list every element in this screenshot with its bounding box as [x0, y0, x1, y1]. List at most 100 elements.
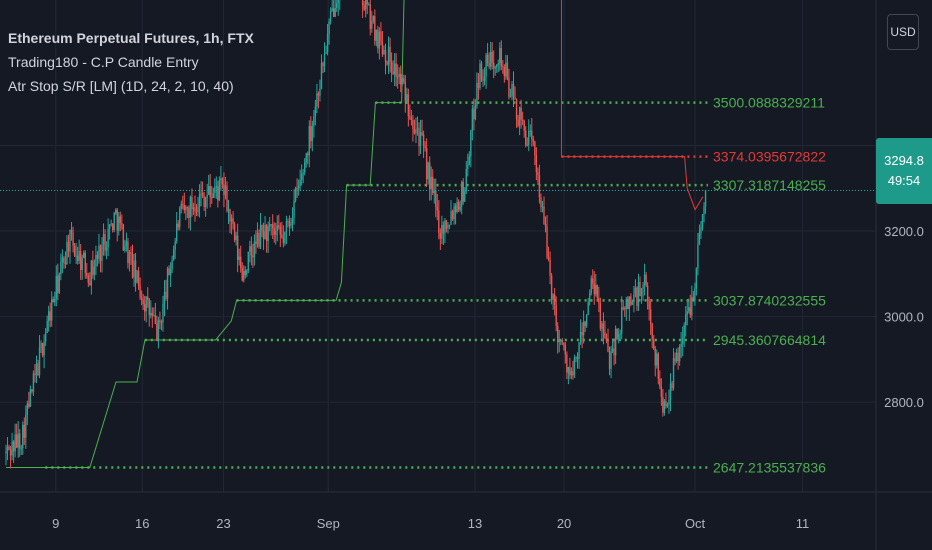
time-tick-label: 23 — [216, 516, 230, 531]
candle-body — [334, 7, 336, 17]
candle-body — [607, 340, 609, 352]
candle-body — [37, 363, 39, 376]
candle-body — [377, 29, 379, 49]
candle-body — [489, 51, 492, 67]
chart-legend: Ethereum Perpetual Futures, 1h, FTX Trad… — [8, 26, 254, 98]
candle-body — [98, 245, 100, 259]
candle-body — [165, 291, 167, 299]
candle-body — [211, 197, 213, 199]
candle-body — [704, 190, 707, 207]
candle-body — [457, 201, 460, 211]
candle-body — [261, 224, 263, 232]
candle-body — [521, 119, 524, 122]
candle-body — [441, 225, 443, 239]
candle-body — [407, 94, 410, 117]
candle-body — [364, 0, 367, 10]
candle-body — [386, 61, 388, 65]
candle-body — [528, 131, 530, 145]
candle-body — [337, 0, 339, 4]
candle-body — [537, 172, 539, 175]
candle-body — [502, 66, 504, 68]
candle-body — [96, 254, 99, 259]
candle-body — [578, 342, 580, 360]
candle-body — [31, 389, 33, 392]
candle-body — [12, 441, 15, 452]
time-tick-label: 13 — [468, 516, 482, 531]
candle-body — [488, 62, 490, 67]
candle-body — [58, 274, 61, 293]
candle-body — [425, 148, 428, 180]
candle-body — [288, 221, 291, 226]
candle-body — [150, 312, 152, 316]
candle-body — [253, 241, 256, 258]
candle-body — [621, 307, 623, 334]
candle-body — [459, 206, 461, 211]
candle-body — [307, 153, 309, 156]
candle-body — [84, 252, 86, 273]
candle-body — [645, 274, 647, 286]
candle-body — [226, 185, 228, 212]
candle-body — [29, 389, 32, 407]
candle-body — [672, 358, 675, 389]
candle-body — [220, 178, 222, 181]
candle-body — [602, 323, 605, 332]
candle-body — [637, 282, 640, 306]
candle-body — [381, 41, 384, 55]
candle-body — [432, 176, 434, 193]
legend-indicator-atr-stop[interactable]: Atr Stop S/R [LM] (1D, 24, 2, 10, 40) — [8, 78, 234, 94]
candle-body — [241, 268, 243, 281]
candle-body — [252, 255, 254, 258]
candle-body — [25, 414, 27, 438]
candle-body — [374, 15, 376, 41]
candle-body — [375, 29, 378, 41]
candle-body — [418, 128, 420, 147]
candle-body — [581, 331, 583, 336]
candle-body — [596, 285, 599, 299]
candle-body — [390, 62, 393, 72]
candle-body — [662, 396, 664, 413]
candle-body — [259, 224, 262, 247]
sr-level-label: 3037.8740232555 — [713, 292, 826, 308]
candle-body — [438, 210, 440, 233]
candle-body — [422, 134, 425, 146]
candle-body — [505, 62, 507, 77]
candle-body — [474, 105, 477, 120]
legend-indicator-candle-entry[interactable]: Trading180 - C.P Candle Entry — [8, 54, 199, 70]
candle-body — [380, 31, 382, 42]
candle-body — [646, 285, 649, 302]
time-axis[interactable]: 9 16 23 Sep 13 20 Oct 11 — [52, 516, 809, 531]
candle-body — [124, 246, 126, 251]
candle-body — [323, 53, 326, 67]
candle-body — [630, 296, 632, 305]
legend-title[interactable]: Ethereum Perpetual Futures, 1h, FTX — [8, 30, 254, 46]
candle-body — [532, 138, 535, 142]
candle-body — [69, 229, 71, 252]
candle-body — [566, 354, 568, 373]
candle-body — [110, 223, 112, 225]
candle-body — [214, 187, 216, 194]
candle-body — [35, 363, 38, 376]
candle-body — [83, 252, 85, 258]
time-tick-label: 11 — [796, 516, 810, 531]
candle-body — [41, 343, 44, 356]
candle-body — [573, 357, 576, 376]
candle-body — [189, 196, 192, 218]
candle-body — [23, 424, 25, 438]
current-price-tag: 3294.8 49:54 — [876, 138, 932, 204]
candle-body — [86, 272, 88, 276]
candle-body — [60, 262, 62, 275]
candle-body — [331, 8, 333, 11]
candle-body — [558, 340, 560, 343]
candle-body — [518, 107, 521, 126]
candle-body — [258, 232, 260, 247]
candle-body — [567, 367, 570, 373]
candle-body — [701, 214, 704, 228]
candle-body — [278, 225, 280, 228]
candle-body — [326, 34, 329, 53]
currency-unit-button[interactable]: USD — [887, 14, 919, 50]
candle-body — [279, 227, 282, 235]
candle-body — [186, 206, 189, 208]
candle-body — [276, 225, 278, 232]
candle-body — [308, 126, 310, 156]
